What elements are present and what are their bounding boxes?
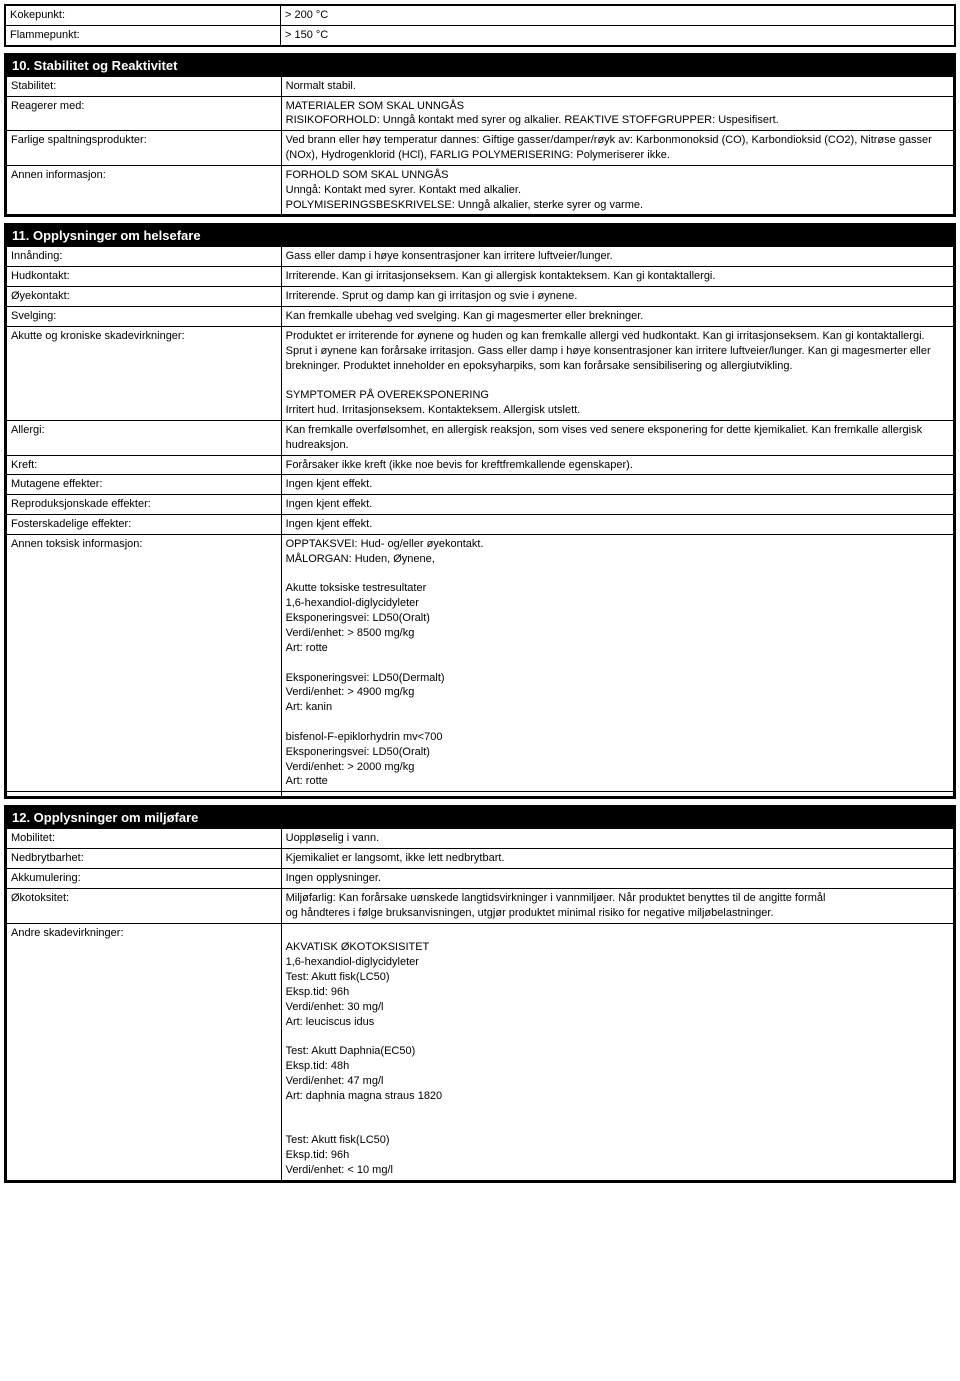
row-value: Ved brann eller høy temperatur dannes: G… — [281, 131, 953, 166]
table-row: Hudkontakt:Irriterende. Kan gi irritasjo… — [7, 267, 954, 287]
row-value: Normalt stabil. — [281, 76, 953, 96]
property-label: Flammepunkt: — [5, 25, 281, 45]
row-value: Kjemikaliet er langsomt, ikke lett nedbr… — [281, 849, 953, 869]
property-value: > 200 °C — [281, 5, 956, 25]
section-12: 12. Opplysninger om miljøfare Mobilitet:… — [4, 805, 956, 1183]
row-value — [281, 792, 953, 797]
table-row: Innånding:Gass eller damp i høye konsent… — [7, 247, 954, 267]
row-value: OPPTAKSVEI: Hud- og/eller øyekontakt. MÅ… — [281, 534, 953, 791]
row-value: Miljøfarlig: Kan forårsake uønskede lang… — [281, 888, 953, 923]
table-row: Akutte og kroniske skadevirkninger:Produ… — [7, 326, 954, 420]
row-value: AKVATISK ØKOTOKSISITET 1,6-hexandiol-dig… — [281, 923, 953, 1180]
row-label: Svelging: — [7, 306, 282, 326]
row-label: Annen informasjon: — [7, 165, 282, 215]
table-row: Nedbrytbarhet:Kjemikaliet er langsomt, i… — [7, 849, 954, 869]
row-label: Akutte og kroniske skadevirkninger: — [7, 326, 282, 420]
table-row: Mobilitet:Uoppløselig i vann. — [7, 829, 954, 849]
section-title: 10. Stabilitet og Reaktivitet — [6, 55, 954, 76]
row-value: Uoppløselig i vann. — [281, 829, 953, 849]
table-row: Akkumulering:Ingen opplysninger. — [7, 868, 954, 888]
section-12-table: Mobilitet:Uoppløselig i vann. Nedbrytbar… — [6, 828, 954, 1181]
table-row: Annen informasjon:FORHOLD SOM SKAL UNNGÅ… — [7, 165, 954, 215]
table-row: Øyekontakt:Irriterende. Sprut og damp ka… — [7, 287, 954, 307]
property-value: > 150 °C — [281, 25, 956, 45]
row-label: Øyekontakt: — [7, 287, 282, 307]
table-row: Mutagene effekter:Ingen kjent effekt. — [7, 475, 954, 495]
section-10: 10. Stabilitet og Reaktivitet Stabilitet… — [4, 53, 956, 218]
table-row: Reproduksjonskade effekter:Ingen kjent e… — [7, 495, 954, 515]
row-value: Irriterende. Sprut og damp kan gi irrita… — [281, 287, 953, 307]
table-row: Kokepunkt: > 200 °C — [5, 5, 955, 25]
table-row: Svelging:Kan fremkalle ubehag ved svelgi… — [7, 306, 954, 326]
row-value: Produktet er irriterende for øynene og h… — [281, 326, 953, 420]
row-label: Annen toksisk informasjon: — [7, 534, 282, 791]
property-label: Kokepunkt: — [5, 5, 281, 25]
row-label: Akkumulering: — [7, 868, 282, 888]
row-label: Nedbrytbarhet: — [7, 849, 282, 869]
section-title: 11. Opplysninger om helsefare — [6, 225, 954, 246]
table-row: Annen toksisk informasjon:OPPTAKSVEI: Hu… — [7, 534, 954, 791]
row-value: FORHOLD SOM SKAL UNNGÅS Unngå: Kontakt m… — [281, 165, 953, 215]
table-row: Reagerer med:MATERIALER SOM SKAL UNNGÅS … — [7, 96, 954, 131]
table-row: Farlige spaltningsprodukter:Ved brann el… — [7, 131, 954, 166]
row-value: Ingen kjent effekt. — [281, 495, 953, 515]
row-value: Forårsaker ikke kreft (ikke noe bevis fo… — [281, 455, 953, 475]
section-11: 11. Opplysninger om helsefare Innånding:… — [4, 223, 956, 799]
row-value: Irriterende. Kan gi irritasjonseksem. Ka… — [281, 267, 953, 287]
table-row: Økotoksitet:Miljøfarlig: Kan forårsake u… — [7, 888, 954, 923]
row-value: Kan fremkalle ubehag ved svelging. Kan g… — [281, 306, 953, 326]
row-label — [7, 792, 282, 797]
row-value: Ingen kjent effekt. — [281, 475, 953, 495]
row-label: Reproduksjonskade effekter: — [7, 495, 282, 515]
row-label: Kreft: — [7, 455, 282, 475]
section-11-table: Innånding:Gass eller damp i høye konsent… — [6, 246, 954, 797]
table-row: Allergi:Kan fremkalle overfølsomhet, en … — [7, 420, 954, 455]
section-10-table: Stabilitet:Normalt stabil. Reagerer med:… — [6, 76, 954, 216]
table-row: Stabilitet:Normalt stabil. — [7, 76, 954, 96]
table-row: Kreft:Forårsaker ikke kreft (ikke noe be… — [7, 455, 954, 475]
row-value: Ingen opplysninger. — [281, 868, 953, 888]
row-label: Andre skadevirkninger: — [7, 923, 282, 1180]
row-label: Farlige spaltningsprodukter: — [7, 131, 282, 166]
row-label: Fosterskadelige effekter: — [7, 515, 282, 535]
table-row: Andre skadevirkninger: AKVATISK ØKOTOKSI… — [7, 923, 954, 1180]
top-properties-table: Kokepunkt: > 200 °C Flammepunkt: > 150 °… — [4, 4, 956, 47]
table-row — [7, 792, 954, 797]
row-value: Ingen kjent effekt. — [281, 515, 953, 535]
row-label: Mutagene effekter: — [7, 475, 282, 495]
row-value: Kan fremkalle overfølsomhet, en allergis… — [281, 420, 953, 455]
row-label: Innånding: — [7, 247, 282, 267]
row-label: Hudkontakt: — [7, 267, 282, 287]
row-label: Reagerer med: — [7, 96, 282, 131]
section-title: 12. Opplysninger om miljøfare — [6, 807, 954, 828]
row-value: Gass eller damp i høye konsentrasjoner k… — [281, 247, 953, 267]
row-label: Allergi: — [7, 420, 282, 455]
row-value: MATERIALER SOM SKAL UNNGÅS RISIKOFORHOLD… — [281, 96, 953, 131]
row-label: Økotoksitet: — [7, 888, 282, 923]
row-label: Stabilitet: — [7, 76, 282, 96]
row-label: Mobilitet: — [7, 829, 282, 849]
table-row: Fosterskadelige effekter:Ingen kjent eff… — [7, 515, 954, 535]
table-row: Flammepunkt: > 150 °C — [5, 25, 955, 45]
